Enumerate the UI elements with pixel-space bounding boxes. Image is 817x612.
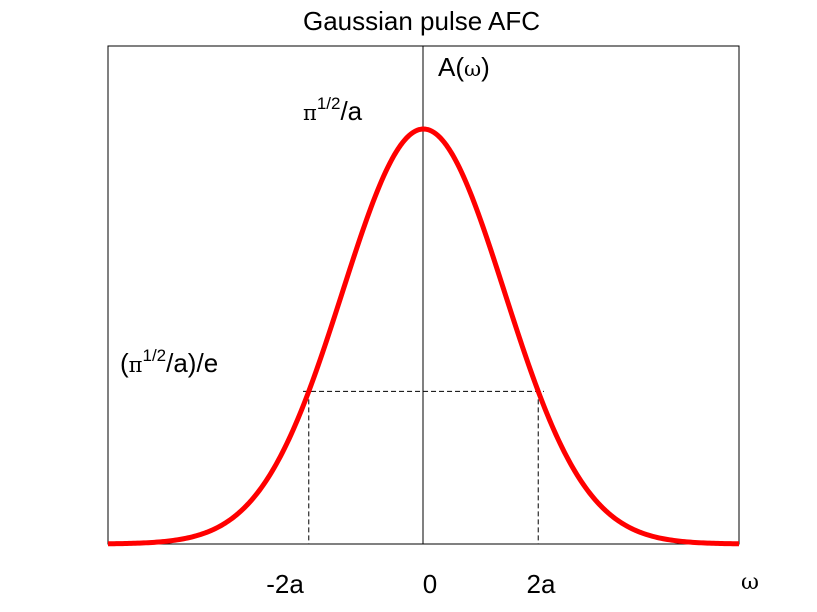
level-label-rest: /a)/e [166,348,219,378]
peak-label-rest: /a [340,96,363,126]
x-tick-label-minus-2a: -2a [266,569,304,599]
pi-symbol: π [303,101,317,125]
y-axis-label: A(ω) [438,52,490,83]
gaussian-curve [107,126,740,547]
level-label-open: ( [120,348,129,378]
x-tick-label-zero: 0 [422,569,438,599]
y-axis-label-pre: A( [438,52,464,82]
omega-symbol: ω [464,57,482,81]
chart-title: Gaussian pulse AFC [302,6,540,36]
peak-label-exponent: 1/2 [316,94,341,113]
y-axis-label-post: ) [481,52,490,82]
peak-label: π1/2/a [303,94,362,127]
pi-symbol: π [128,353,143,377]
x-tick-label-2a: 2a [526,569,556,599]
level-label: (π1/2/a)/e [120,346,218,379]
level-label-exponent: 1/2 [142,346,167,365]
x-axis-label: ω [741,570,759,595]
